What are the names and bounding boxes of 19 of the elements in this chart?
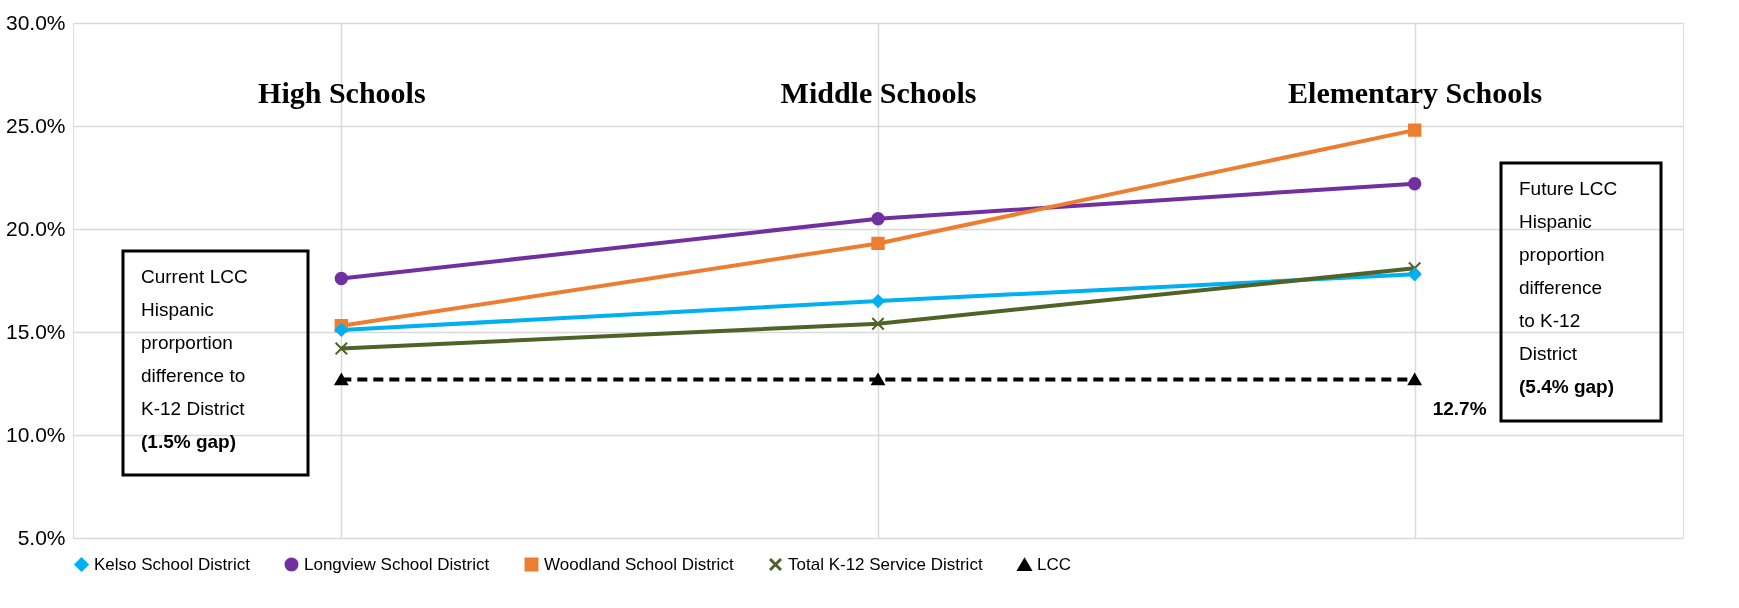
y-tick-label: 10.0% [5, 422, 66, 446]
y-tick-label: 20.0% [5, 216, 66, 240]
annotation: 12.7% [1432, 398, 1487, 420]
annotation: Current LCC Hispanic prorportion difference to K-12 District [141, 266, 248, 419]
x-tick-label: Middle Schools [780, 75, 977, 109]
y-tick-label: 5.0% [17, 525, 66, 549]
y-tick-label: 25.0% [5, 113, 66, 137]
y-tick-label: 30.0% [5, 10, 66, 34]
legend-label: Total K-12 Service District [788, 554, 983, 574]
x-tick-label: Elementary Schools [1288, 75, 1543, 109]
legend-label: LCC [1037, 554, 1072, 574]
annotation: Future LCC Hispanic proportion difference to K-12 District [1519, 178, 1618, 364]
annotation: (5.4% gap) [1519, 376, 1615, 397]
y-tick-label: 15.0% [5, 319, 66, 343]
x-tick-label: High Schools [258, 75, 426, 109]
legend-label: Longview School District [304, 554, 490, 574]
legend-label: Kelso School District [94, 554, 251, 574]
legend-label: Woodland School District [544, 554, 734, 574]
annotation: (1.5% gap) [141, 431, 237, 452]
